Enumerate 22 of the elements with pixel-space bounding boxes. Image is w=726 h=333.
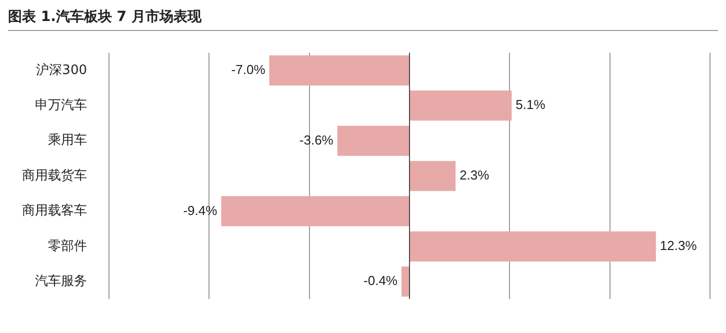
data-label: -3.6% [299, 132, 334, 148]
y-tick-label: 汽车服务 [35, 274, 87, 289]
y-tick-label: 零部件 [48, 238, 87, 254]
y-tick-label: 申万汽车 [35, 98, 87, 113]
data-label: -9.4% [183, 202, 218, 218]
bar [410, 160, 456, 192]
data-label: 5.1% [516, 97, 546, 112]
data-label: -0.4% [364, 273, 398, 288]
chart-title: 图表 1.汽车板块 7 月市场表现 [8, 8, 718, 31]
data-label: -7.0% [231, 62, 266, 77]
data-label: 2.3% [460, 168, 490, 183]
bar [401, 266, 409, 297]
y-tick-label: 沪深300 [36, 62, 87, 78]
bar [337, 126, 409, 156]
bar [410, 231, 656, 262]
y-tick-label: 乘用车 [48, 133, 87, 148]
bar [221, 196, 409, 226]
bar [269, 55, 409, 86]
y-tick-label: 商用载货车 [22, 168, 87, 184]
data-label: 12.3% [660, 238, 698, 253]
y-tick-label: 商用载客车 [22, 202, 87, 219]
bar [410, 90, 512, 121]
